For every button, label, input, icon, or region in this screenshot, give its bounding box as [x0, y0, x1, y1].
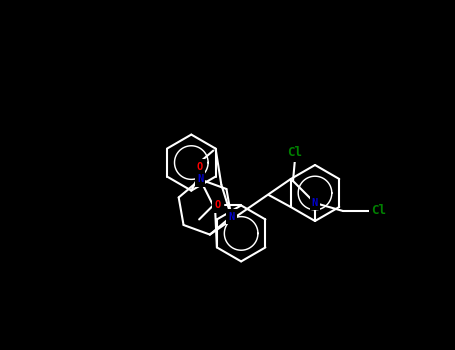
Text: Cl: Cl — [371, 204, 386, 217]
Text: N: N — [197, 174, 203, 184]
Text: N: N — [312, 198, 318, 208]
Text: O: O — [214, 201, 220, 210]
Text: N: N — [228, 212, 234, 222]
Text: O: O — [196, 162, 202, 172]
Text: Cl: Cl — [288, 147, 303, 160]
